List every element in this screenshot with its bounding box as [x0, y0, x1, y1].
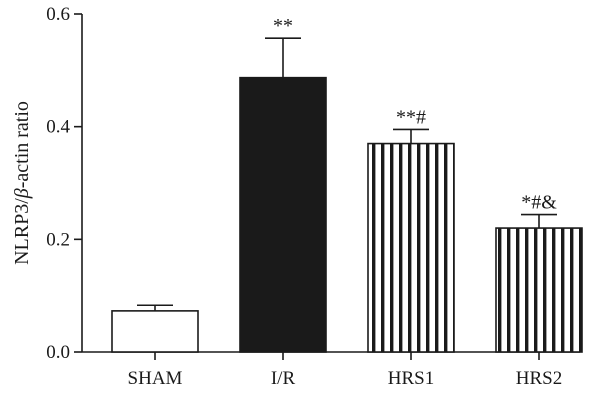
category-label: HRS2 [516, 368, 562, 389]
significance-label: ** [273, 15, 293, 37]
category-label: SHAM [128, 368, 183, 389]
y-tick-label: 0.2 [46, 229, 70, 250]
labels: 0.0 0.2 0.4 0.6 SHAM I/R ** HRS1 **# HRS2 *#& [46, 4, 562, 389]
y-axis-title-part-2: -actin ratio [11, 101, 33, 188]
bar [367, 142, 455, 353]
y-axis-title: NLRP3/β-actin ratio [11, 101, 33, 265]
y-axis-title-part-1: NLRP3/ [11, 198, 33, 265]
bar [495, 227, 583, 353]
y-tick-label: 0.0 [46, 342, 70, 363]
category-label: I/R [271, 368, 296, 389]
y-tick-label: 0.6 [46, 4, 70, 25]
category-label: HRS1 [388, 368, 434, 389]
significance-label: *#& [521, 192, 557, 214]
bars [111, 37, 583, 353]
bar [239, 76, 327, 353]
bar [111, 310, 199, 353]
y-tick-label: 0.4 [46, 117, 70, 138]
significance-label: **# [396, 106, 426, 128]
y-axis-title-beta: β [11, 188, 33, 199]
